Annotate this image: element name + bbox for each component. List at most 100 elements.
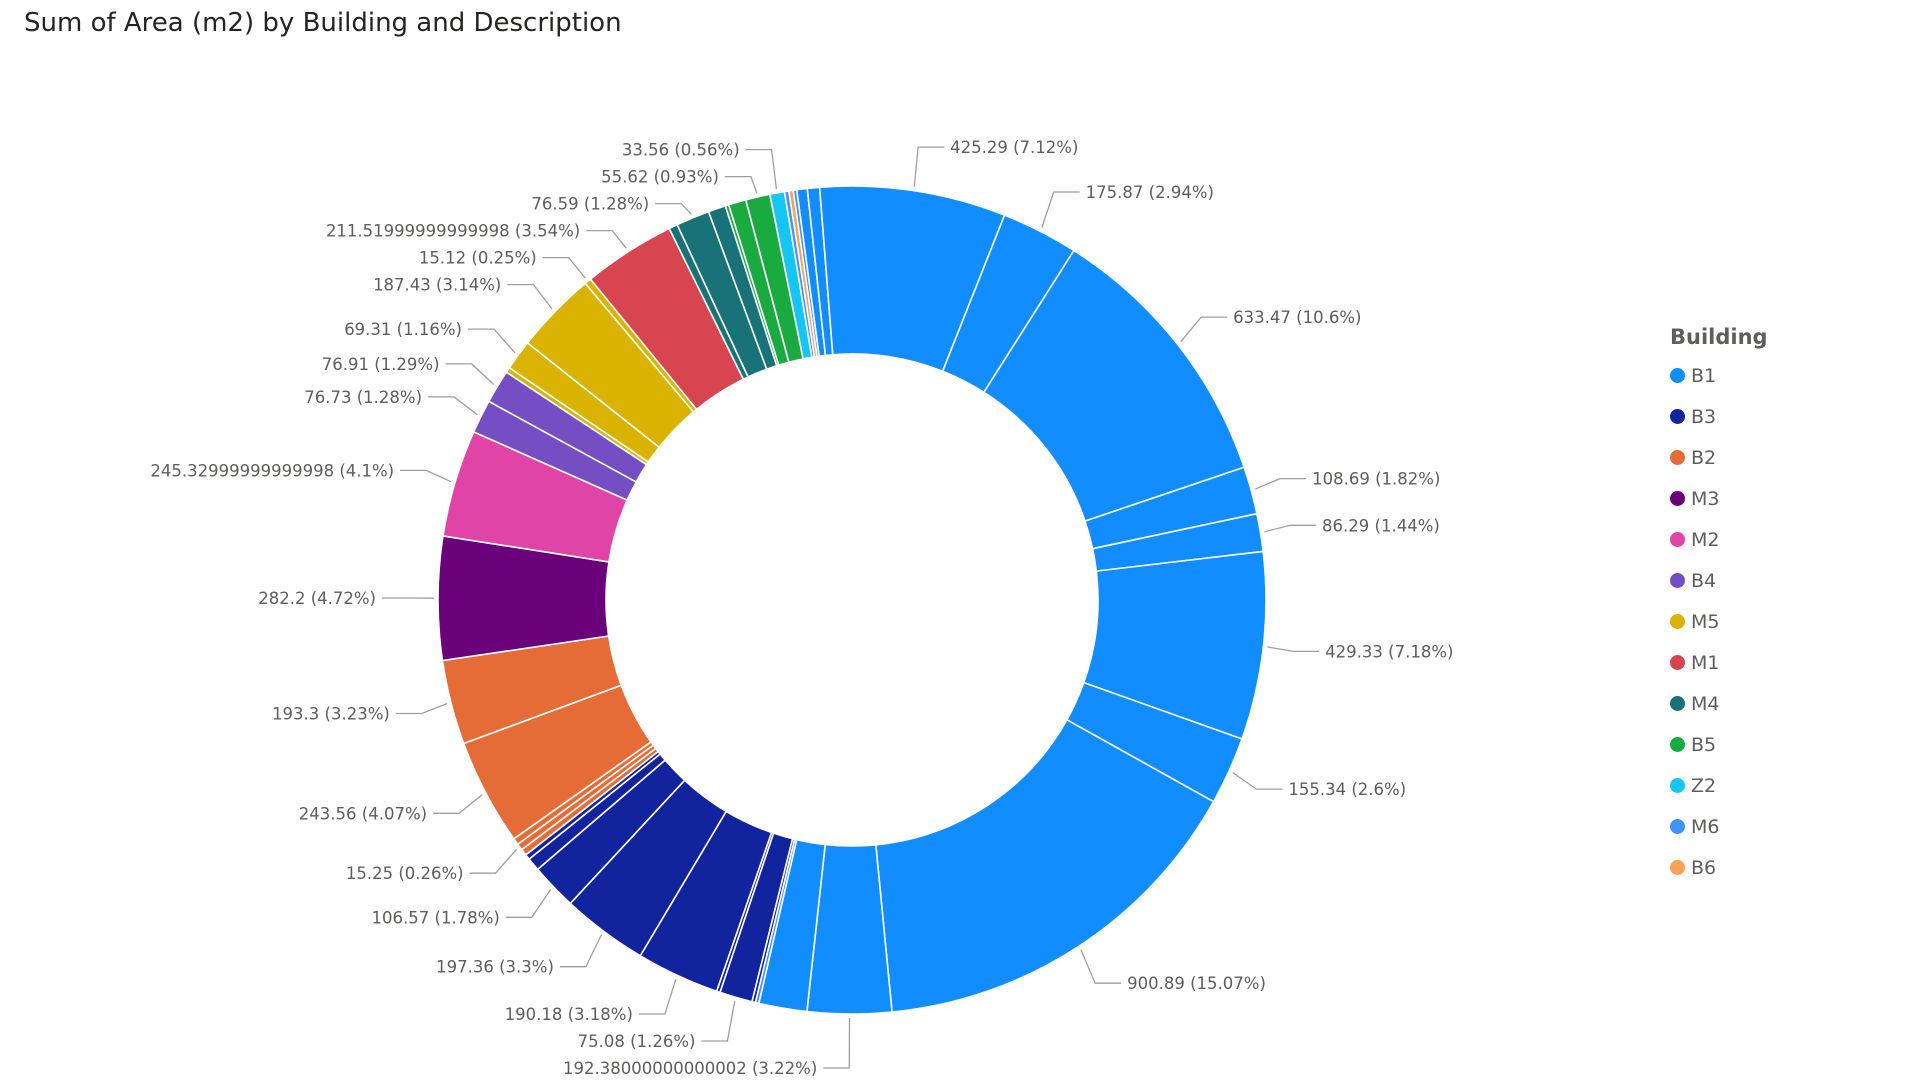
data-label: 86.29 (1.44%) [1322, 516, 1440, 535]
data-label: 192.38000000000002 (3.22%) [563, 1059, 817, 1078]
legend-label: M4 [1691, 692, 1720, 715]
data-label: 211.51999999999998 (3.54%) [326, 222, 580, 241]
data-label: 15.12 (0.25%) [419, 249, 537, 268]
legend-label: M1 [1691, 651, 1720, 674]
data-label: 33.56 (0.56%) [622, 141, 740, 160]
donut-slice-m6[interactable] [792, 188, 821, 358]
labels-layer: 425.29 (7.12%) 175.87 (2.94%) 633.47 (10.6… [150, 138, 1453, 1078]
leader-line [586, 229, 627, 249]
legend-marker-icon [1670, 450, 1685, 465]
legend-item-m2[interactable]: M2 [1670, 519, 1768, 560]
data-label: 425.29 (7.12%) [950, 138, 1078, 157]
leader-line [1041, 191, 1080, 228]
leader-line [1254, 477, 1307, 490]
legend-marker-icon [1670, 614, 1685, 629]
legend: Building B1 B3 B2 M3 M2 B4 M5 M1 M4 B5 Z2 M6 B6 [1670, 325, 1768, 888]
data-label: 243.56 (4.07%) [299, 804, 427, 823]
legend-label: M5 [1691, 610, 1720, 633]
data-label: 76.73 (1.28%) [304, 388, 422, 407]
legend-label: Z2 [1691, 774, 1717, 797]
legend-item-m3[interactable]: M3 [1670, 478, 1768, 519]
data-label: 900.89 (15.07%) [1127, 974, 1266, 993]
leader-line [542, 256, 586, 279]
legend-items: B1 B3 B2 M3 M2 B4 M5 M1 M4 B5 Z2 M6 B6 [1670, 355, 1768, 888]
legend-marker-icon [1670, 860, 1685, 875]
legend-label: M3 [1691, 487, 1720, 510]
data-label: 193.3 (3.23%) [272, 704, 390, 723]
legend-marker-icon [1670, 532, 1685, 547]
legend-label: M6 [1691, 815, 1720, 838]
leader-line [745, 148, 778, 189]
leader-line [469, 848, 517, 874]
data-label: 633.47 (10.6%) [1233, 308, 1361, 327]
data-label: 282.2 (4.72%) [258, 589, 376, 608]
legend-item-z2[interactable]: Z2 [1670, 765, 1768, 806]
data-label: 245.32999999999998 (4.1%) [150, 461, 394, 480]
leader-line [1080, 949, 1122, 984]
legend-item-b5[interactable]: B5 [1670, 724, 1768, 765]
legend-label: B1 [1691, 364, 1717, 387]
legend-item-m5[interactable]: M5 [1670, 601, 1768, 642]
leader-line [724, 175, 758, 194]
leader-line [638, 978, 677, 1015]
legend-label: B2 [1691, 446, 1717, 469]
legend-item-b2[interactable]: B2 [1670, 437, 1768, 478]
legend-marker-icon [1670, 491, 1685, 506]
data-label: 187.43 (3.14%) [373, 276, 501, 295]
leader-line [655, 202, 692, 215]
leader-line [559, 934, 603, 968]
legend-marker-icon [1670, 778, 1685, 793]
data-label: 108.69 (1.82%) [1312, 470, 1440, 489]
leader-line [433, 794, 483, 814]
legend-label: M2 [1691, 528, 1720, 551]
legend-item-b4[interactable]: B4 [1670, 560, 1768, 601]
legend-item-m4[interactable]: M4 [1670, 683, 1768, 724]
legend-marker-icon [1670, 409, 1685, 424]
legend-marker-icon [1670, 737, 1685, 752]
leader-line [395, 702, 448, 715]
leader-line [823, 1017, 851, 1069]
leader-line [1232, 772, 1283, 790]
legend-marker-icon [1670, 696, 1685, 711]
legend-item-b3[interactable]: B3 [1670, 396, 1768, 437]
data-label: 76.59 (1.28%) [531, 195, 649, 214]
leader-line [913, 146, 945, 187]
data-label: 15.25 (0.26%) [346, 864, 464, 883]
leader-line [505, 889, 552, 918]
leader-line [400, 469, 452, 483]
data-label: 197.36 (3.3%) [436, 958, 554, 977]
leader-line [428, 396, 478, 416]
legend-item-b1[interactable]: B1 [1670, 355, 1768, 396]
slices-layer [437, 185, 1267, 1015]
leader-line [1264, 524, 1317, 533]
chart-title: Sum of Area (m2) by Building and Descrip… [24, 8, 622, 38]
legend-item-b6[interactable]: B6 [1670, 847, 1768, 888]
legend-label: B6 [1691, 856, 1717, 879]
legend-label: B5 [1691, 733, 1717, 756]
data-label: 190.18 (3.18%) [505, 1005, 633, 1024]
donut-slice-b1[interactable] [874, 718, 1215, 1013]
leader-line [1180, 316, 1228, 343]
leader-line [701, 1001, 736, 1042]
legend-title: Building [1670, 325, 1768, 349]
data-label: 69.31 (1.16%) [344, 320, 462, 339]
legend-item-m6[interactable]: M6 [1670, 806, 1768, 847]
leader-line [445, 363, 495, 385]
leader-line [1267, 646, 1320, 653]
data-label: 429.33 (7.18%) [1325, 642, 1453, 661]
data-label: 75.08 (1.26%) [578, 1032, 696, 1051]
leader-line [468, 328, 516, 354]
legend-marker-icon [1670, 655, 1685, 670]
legend-marker-icon [1670, 368, 1685, 383]
data-label: 106.57 (1.78%) [372, 908, 500, 927]
legend-item-m1[interactable]: M1 [1670, 642, 1768, 683]
legend-marker-icon [1670, 819, 1685, 834]
data-label: 76.91 (1.29%) [322, 355, 440, 374]
leader-line [507, 283, 553, 310]
legend-marker-icon [1670, 573, 1685, 588]
legend-label: B3 [1691, 405, 1717, 428]
data-label: 155.34 (2.6%) [1288, 780, 1406, 799]
legend-label: B4 [1691, 569, 1717, 592]
data-label: 55.62 (0.93%) [601, 168, 719, 187]
